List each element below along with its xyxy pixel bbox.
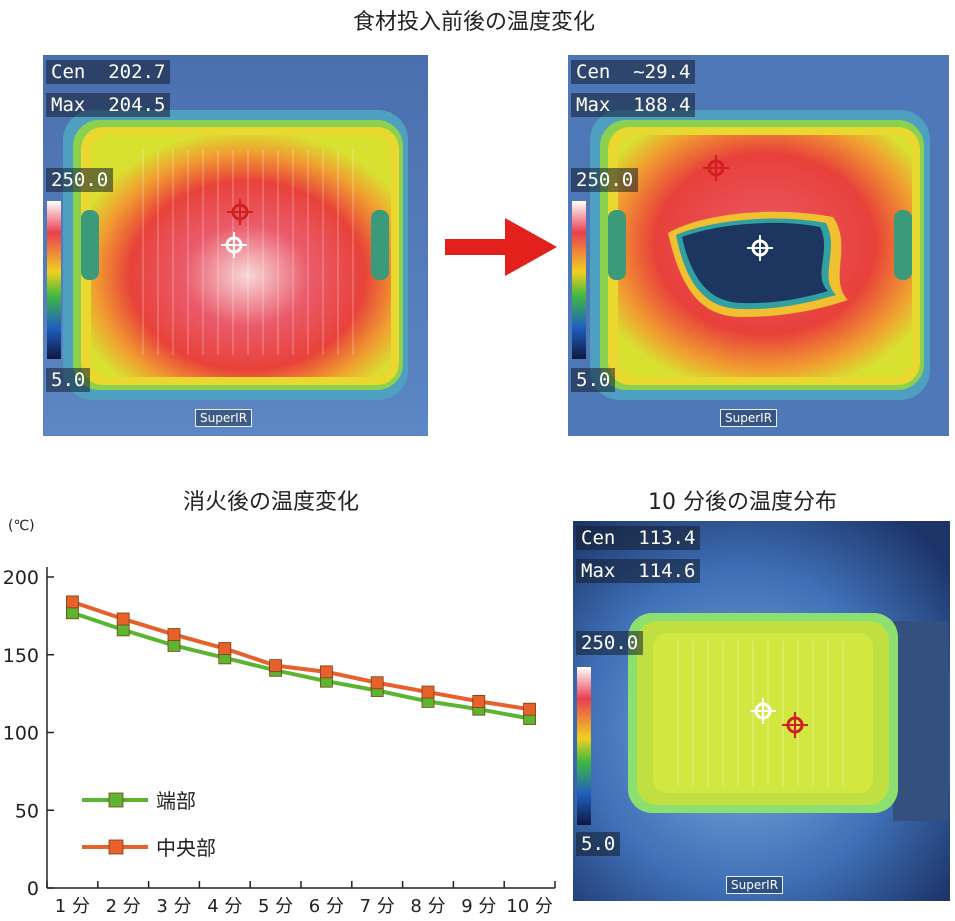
y-axis-unit: (℃) bbox=[8, 518, 35, 534]
data-point bbox=[116, 612, 130, 626]
crosshair-center-icon bbox=[750, 698, 776, 724]
x-tick-label: 3 分 bbox=[156, 896, 191, 917]
data-point bbox=[66, 595, 79, 609]
y-tick-label: 150 bbox=[3, 645, 39, 667]
data-point bbox=[167, 628, 181, 641]
data-point bbox=[523, 702, 536, 716]
thermal-image-before: Cen 202.7 Max 204.5 250.0 5.0 SuperIR bbox=[43, 55, 428, 436]
y-tick-label: 0 bbox=[27, 878, 39, 900]
thermal-graphic-before bbox=[43, 55, 428, 436]
crosshair-center-icon bbox=[227, 199, 253, 225]
thermal-graphic-10min bbox=[573, 521, 950, 901]
y-tick-label: 50 bbox=[15, 800, 39, 822]
data-point bbox=[116, 623, 130, 637]
max-readout: Max 204.5 bbox=[46, 93, 171, 117]
scale-min-label: 5.0 bbox=[46, 368, 91, 392]
x-tick-label: 2 分 bbox=[106, 896, 141, 917]
scale-max-label: 250.0 bbox=[46, 168, 114, 192]
x-tick-label: 4 分 bbox=[207, 896, 242, 917]
y-tick-label: 200 bbox=[3, 567, 39, 589]
data-point bbox=[319, 665, 333, 679]
x-tick-label: 6 分 bbox=[309, 896, 344, 917]
crosshair-max-icon bbox=[782, 712, 808, 738]
scale-min-label: 5.0 bbox=[576, 832, 621, 856]
data-point bbox=[66, 606, 79, 620]
distribution-title: 10 分後の温度分布 bbox=[648, 490, 837, 515]
legend-label: 端部 bbox=[156, 789, 196, 813]
series-line-edge bbox=[71, 610, 530, 721]
data-point bbox=[370, 676, 384, 690]
legend-label: 中央部 bbox=[156, 836, 216, 860]
cen-readout: Cen ~29.4 bbox=[571, 60, 696, 84]
thermal-graphic-after bbox=[568, 55, 949, 436]
max-readout: Max 114.6 bbox=[576, 559, 701, 583]
data-point bbox=[167, 639, 181, 652]
thermal-image-after: Cen ~29.4 Max 188.4 250.0 5.0 SuperIR bbox=[568, 55, 949, 436]
top-title: 食材投入前後の温度変化 bbox=[353, 10, 596, 35]
legend-marker bbox=[108, 792, 124, 808]
arrow-right-icon bbox=[445, 218, 557, 276]
cen-readout: Cen 113.4 bbox=[576, 526, 701, 550]
thermal-image-10min: Cen 113.4 Max 114.6 250.0 5.0 SuperIR bbox=[573, 521, 950, 901]
data-point bbox=[472, 694, 486, 708]
brand-logo: SuperIR bbox=[726, 876, 784, 894]
scale-max-label: 250.0 bbox=[576, 631, 644, 655]
line-chart: (℃) 0 50 100 150 200 1 分 2 分 3 分 4 分 5 分 6 分 7 分 8 分… bbox=[3, 518, 556, 917]
data-point bbox=[218, 642, 232, 655]
brand-logo: SuperIR bbox=[720, 409, 778, 427]
chart-series bbox=[66, 595, 536, 725]
x-tick-label: 10 分 bbox=[506, 896, 553, 917]
crosshair-max-icon bbox=[703, 155, 729, 181]
data-point bbox=[269, 659, 283, 673]
crosshair-max-icon bbox=[221, 232, 247, 258]
x-tick-label: 5 分 bbox=[258, 896, 293, 917]
max-readout: Max 188.4 bbox=[571, 93, 696, 117]
x-tick-label: 7 分 bbox=[360, 896, 395, 917]
brand-logo: SuperIR bbox=[195, 409, 253, 427]
chart-title: 消火後の温度変化 bbox=[183, 490, 360, 515]
cen-readout: Cen 202.7 bbox=[46, 60, 171, 84]
x-tick-label: 9 分 bbox=[461, 896, 496, 917]
legend-marker bbox=[108, 839, 124, 855]
scale-min-label: 5.0 bbox=[571, 368, 616, 392]
series-line-center bbox=[71, 599, 530, 712]
y-tick-label: 100 bbox=[3, 723, 39, 745]
x-tick-label: 8 分 bbox=[410, 896, 445, 917]
x-tick-label: 1 分 bbox=[55, 896, 90, 917]
scale-max-label: 250.0 bbox=[571, 168, 639, 192]
crosshair-center-icon bbox=[747, 235, 773, 261]
chart-axes: 0 50 100 150 200 1 分 2 分 3 分 4 分 5 分 6 分 7 分 8 分 9 分 1… bbox=[3, 567, 556, 917]
data-point bbox=[421, 685, 435, 699]
